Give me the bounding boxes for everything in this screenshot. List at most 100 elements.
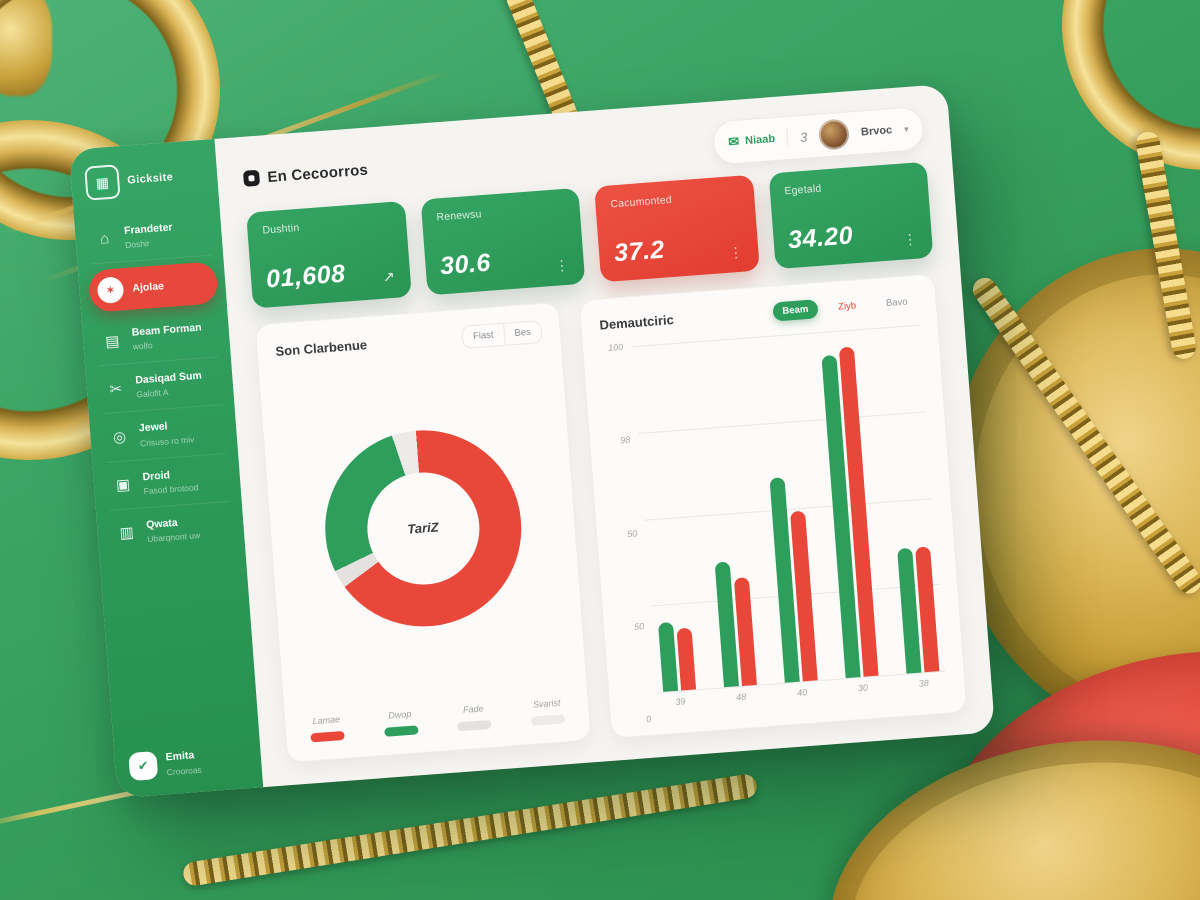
kebab-menu-icon[interactable]: ⋮ [902,230,918,248]
sidebar-footer-label: Emita [165,749,195,764]
scissors-icon: ✂ [109,380,123,399]
avatar[interactable] [818,118,851,151]
y-tick-label: 98 [619,434,631,446]
sidebar-item-texts: Ajolae [132,280,164,295]
bar-ziyb [676,627,697,691]
legend-label: Fade [462,703,484,715]
stat-card-value: 34.20 [787,221,855,255]
divider [786,128,789,147]
stat-card-value-row: 01,608 ↗ [265,256,395,295]
sidebar-item-label: Qwata [145,516,179,531]
kebab-menu-icon[interactable]: ⋮ [554,256,570,274]
y-tick-label: 100 [607,341,624,354]
sidebar-item-sub: Crisuso ro miv [139,433,195,448]
legend-item-dwop: Dwop [382,708,419,737]
bar-group-40 [759,334,818,683]
notification-count[interactable]: 3 [799,129,808,145]
stat-card-dushtin: Dushtin 01,608 ↗ [246,200,412,309]
bar-panel-title: Demautciric [598,312,675,333]
sidebar-item-ajolae[interactable]: ✶ Ajolae [87,261,219,313]
y-tick-label: 50 [626,527,638,539]
tab-ziyb[interactable]: Ziyb [828,296,867,318]
gold-chain [968,273,1200,599]
sidebar-item-texts: Droid Fasod brotood [142,467,199,496]
app-logo-icon [242,169,261,187]
legend-swatch [530,714,566,726]
page-title: En Cecoorros [266,161,369,186]
donut-wrap: TariZ [276,343,569,713]
bar-group-38 [880,325,940,674]
tab-beam[interactable]: Beam [771,299,819,322]
range-button-bes[interactable]: Bes [502,321,542,345]
stat-card-value: 37.2 [613,235,666,268]
sidebar-item-texts: Qwata Ubarqnont uw [145,515,201,544]
stat-card-cacumonted: Cacumonted 37.2 ⋮ [594,174,760,283]
tab-bavo[interactable]: Bavo [875,292,918,314]
wallet-icon: ▥ [119,524,135,543]
sidebar-item-sub: Doshir [124,238,151,251]
bar-group-30 [820,330,879,679]
gold-ornament [0,0,52,96]
dashboard-window: ▦ Gicksite ⌂ Frandeter Doshir ✶ Ajolae ▤ Beam … [68,83,996,799]
stat-card-egetald: Egetald 34.20 ⋮ [768,161,934,270]
topbar: ✉ Niaab 3 Brvoc ▾ [711,105,926,166]
sidebar-item-texts: Dasiqad Sum Galofit A [135,370,203,400]
sidebar-item-qwata[interactable]: ▥ Qwata Ubarqnont uw [110,501,233,557]
document-icon: ▤ [104,332,121,351]
sidebar-footer-texts: Emita Crooroas [165,749,202,777]
donut-panel: Son Clarbenue Fiast Bes TariZ Lamae Dwop Fa… [254,301,592,764]
sidebar-item-sub: Ubarqnont uw [146,529,201,544]
bar-tabs: Beam Ziyb Bavo [771,292,918,322]
sidebar-item-texts: Frandeter Doshir [124,221,174,250]
sidebar-nav: ⌂ Frandeter Doshir ✶ Ajolae ▤ Beam Forman wolfo… [87,207,247,744]
panels-row: Son Clarbenue Fiast Bes TariZ Lamae Dwop Fa… [254,273,968,764]
trend-up-icon: ↗ [382,267,396,285]
sidebar-item-sub: Fasod brotood [143,481,199,496]
message-icon: ✉ [727,133,740,150]
bar-group-48 [698,339,757,688]
x-tick-label: 40 [796,687,808,698]
bar-beam [657,621,679,692]
ring-icon: ◎ [112,428,127,447]
stat-card-label: Dushtin [262,221,300,237]
plot-area [631,324,946,694]
monitor-icon: ▣ [115,476,131,495]
legend-item-lamae: Lamae [309,714,345,743]
bar-panel: Demautciric Beam Ziyb Bavo 100 98 50 50 0 39 48… [578,273,968,739]
x-tick-label: 39 [675,696,686,707]
sidebar-footer-item[interactable]: ✔ Emita Crooroas [128,744,250,782]
bar-groups [637,325,940,692]
user-name: Brvoc [860,124,893,139]
sidebar-item-label: Jewel [138,420,168,435]
x-tick-label: 30 [857,682,869,694]
sidebar-item-texts: Jewel Crisuso ro miv [139,419,195,448]
stat-card-value: 30.6 [439,248,492,281]
bar-chart: 100 98 50 50 0 39 48 40 30 38 [601,324,947,725]
home-icon: ⌂ [99,230,110,248]
legend-label: Dwop [387,708,412,721]
gold-chain [1134,129,1198,361]
main-content: En Cecoorros ✉ Niaab 3 Brvoc ▾ Dushtin 01… [214,84,995,787]
legend-item-svarist: Svarist [529,697,566,726]
x-tick-label: 48 [735,691,747,703]
donut-panel-title: Son Clarbenue [275,337,368,359]
app-badge-icon: ▦ [84,164,121,201]
chevron-down-icon[interactable]: ▾ [903,123,909,134]
kebab-menu-icon[interactable]: ⋮ [728,243,744,261]
sidebar-item-texts: Beam Forman wolfo [131,322,203,352]
gold-ring [1062,0,1200,170]
messages-label: Niaab [744,132,776,148]
stat-card-value-row: 37.2 ⋮ [613,230,743,269]
messages-button[interactable]: ✉ Niaab [728,131,776,150]
alert-icon: ✶ [96,276,125,305]
sidebar-item-frandeter[interactable]: ⌂ Frandeter Doshir [87,207,212,265]
stat-card-value-row: 30.6 ⋮ [439,243,569,282]
sidebar-logo: ▦ Gicksite [84,158,206,201]
title-wrap: En Cecoorros [242,161,369,187]
y-tick-label: 0 [645,713,652,725]
legend-item-fade: Fade [456,703,492,732]
sidebar-footer-sub: Crooroas [166,764,203,777]
sidebar-item-label: Droid [142,468,171,483]
range-button-fiast[interactable]: Fiast [462,323,505,348]
logo-text: Gicksite [126,171,174,187]
